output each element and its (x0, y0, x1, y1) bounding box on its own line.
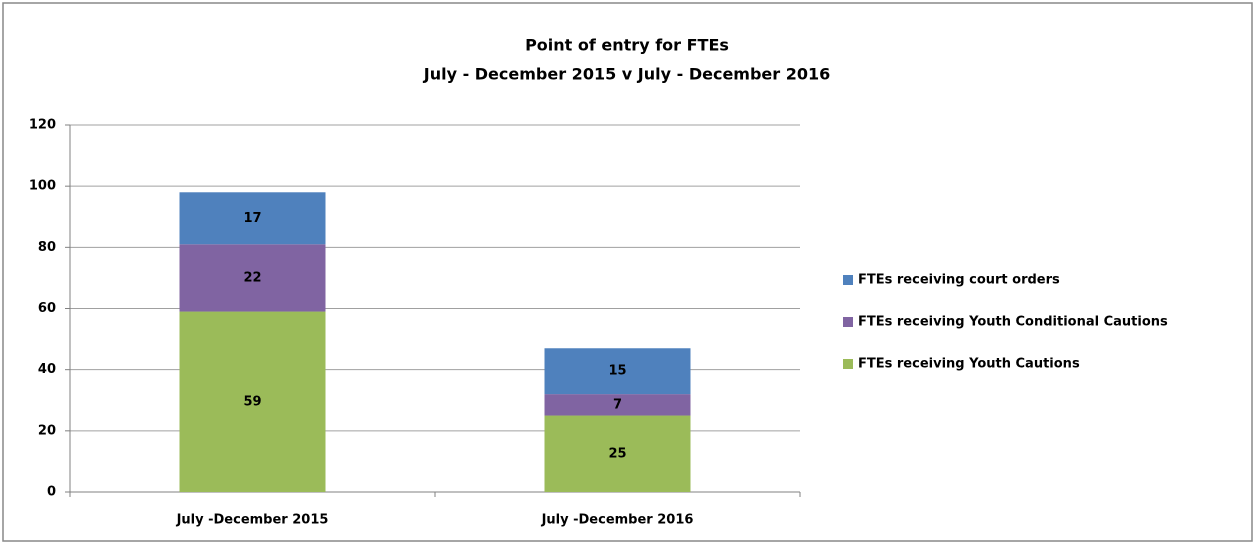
legend-label: FTEs receiving Youth Cautions (858, 357, 1080, 372)
bar-segment (544, 415, 691, 492)
legend-label: FTEs receiving Youth Conditional Caution… (858, 315, 1168, 330)
x-tick-label: July -December 2015 (176, 513, 329, 528)
legend-swatch (843, 317, 853, 327)
bar-segment (544, 394, 691, 416)
chart-title: Point of entry for FTEs (525, 36, 729, 55)
chart-subtitle: July - December 2015 v July - December 2… (423, 65, 831, 84)
y-tick-label: 40 (38, 362, 56, 377)
bar-segment (179, 244, 326, 312)
y-tick-label: 100 (29, 179, 56, 194)
y-tick-label: 60 (38, 301, 56, 316)
y-tick-label: 80 (38, 240, 56, 255)
data-label: 7 (613, 397, 622, 412)
data-label: 59 (243, 394, 261, 409)
legend-swatch (843, 359, 853, 369)
x-tick-label: July -December 2016 (541, 513, 694, 528)
data-label: 25 (608, 446, 626, 461)
y-tick-label: 0 (47, 485, 56, 500)
data-label: 15 (608, 364, 626, 379)
data-label: 22 (243, 270, 261, 285)
y-tick-label: 120 (29, 118, 56, 133)
bar-segment (179, 311, 326, 492)
bar-segment (544, 348, 691, 395)
bar-segment (179, 192, 326, 245)
data-label: 17 (243, 211, 261, 226)
legend-swatch (843, 275, 853, 285)
legend-label: FTEs receiving court orders (858, 273, 1060, 288)
y-tick-label: 20 (38, 423, 56, 438)
